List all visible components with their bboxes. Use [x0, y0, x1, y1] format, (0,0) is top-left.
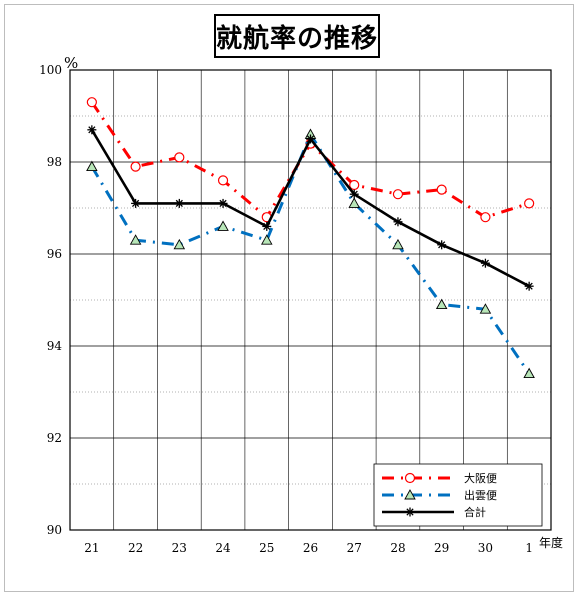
y-tick-label: 96: [47, 247, 62, 261]
x-tick-label: 21: [84, 541, 99, 555]
chart-title: 就航率の推移: [214, 14, 380, 58]
legend-box: [373, 463, 543, 527]
x-tick-label: 30: [478, 541, 493, 555]
data-point: [261, 234, 273, 245]
data-point: [523, 367, 535, 379]
data-point: [86, 97, 97, 108]
x-tick-label: 1: [525, 541, 533, 555]
data-point: [349, 179, 360, 191]
data-point: [174, 152, 185, 163]
data-point: [524, 281, 534, 291]
x-tick-label: 28: [390, 541, 405, 555]
data-point: [174, 198, 184, 208]
y-axis-unit: %: [64, 54, 78, 72]
data-point: [129, 234, 142, 245]
legend-marker: [405, 507, 415, 517]
data-point: [217, 220, 229, 231]
data-point: [349, 189, 359, 199]
data-point: [524, 198, 535, 209]
x-tick-label: 24: [215, 541, 231, 555]
data-point: [217, 175, 229, 186]
legend-marker: [404, 472, 416, 484]
data-point: [480, 258, 490, 268]
data-point: [218, 198, 228, 208]
legend-label: 大阪便: [464, 471, 497, 485]
legend-entry: 大阪便: [382, 471, 497, 485]
data-point: [436, 184, 447, 195]
data-point: [348, 197, 360, 208]
axes: 90 92 94 96 98 100 % 21 22 23 24 25 26 27 28 29 30 1 年度: [39, 54, 563, 555]
data-point: [479, 303, 492, 314]
x-axis-label: 年度: [539, 535, 563, 550]
data-point: [393, 217, 403, 227]
y-tick-label: 94: [47, 339, 63, 353]
x-tick-label: 25: [259, 541, 274, 555]
x-tick-label: 27: [347, 541, 362, 555]
data-point: [86, 160, 98, 172]
data-point: [392, 238, 404, 250]
series-2: [87, 125, 534, 291]
data-point: [173, 238, 186, 250]
data-point: [480, 212, 491, 223]
data-point: [435, 298, 448, 310]
y-tick-label: 92: [47, 431, 62, 445]
legend-marker: [404, 489, 416, 500]
data-point: [131, 198, 141, 208]
x-tick-label: 26: [303, 541, 318, 555]
data-point: [262, 221, 272, 231]
x-tick-label: 29: [434, 541, 449, 555]
y-tick-label: 90: [47, 523, 62, 537]
y-tick-label: 98: [47, 155, 62, 169]
legend-label: 合計: [464, 505, 486, 519]
series-group: [86, 97, 535, 379]
chart-title-text: 就航率の推移: [216, 23, 379, 54]
legend-entry: 合計: [382, 505, 486, 519]
data-point: [437, 240, 447, 250]
plot-border: [69, 69, 552, 531]
x-tick-label: 23: [172, 541, 187, 555]
legend-entry: 出雲便: [382, 488, 497, 502]
series-0: [86, 97, 535, 223]
data-point: [87, 125, 97, 135]
y-tick-label: 100: [39, 63, 62, 77]
data-point: [306, 134, 315, 144]
legend-label: 出雲便: [464, 488, 497, 502]
x-tick-label: 22: [128, 541, 143, 555]
data-point: [392, 189, 404, 200]
data-point: [130, 161, 141, 172]
